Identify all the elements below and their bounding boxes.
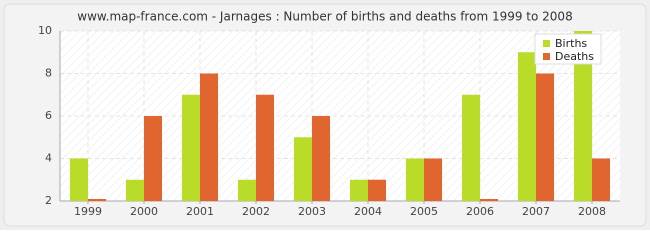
x-tick-label: 2002 [242, 205, 270, 218]
chart-title: www.map-france.com - Jarnages : Number o… [77, 10, 572, 24]
bar [238, 179, 256, 201]
legend-swatch [543, 53, 550, 60]
x-tick-label: 2006 [466, 205, 494, 218]
x-tick-label: 2007 [522, 205, 550, 218]
bar [424, 158, 442, 201]
bar [200, 73, 218, 201]
bar [406, 158, 424, 201]
bar [536, 73, 554, 201]
bar [88, 199, 106, 201]
chart: www.map-france.com - Jarnages : Number o… [0, 0, 650, 230]
y-tick-label: 4 [45, 152, 52, 165]
y-tick-label: 6 [45, 109, 52, 122]
bar [144, 116, 162, 201]
legend-swatch [543, 40, 550, 47]
bar [294, 137, 312, 201]
y-tick-label: 8 [45, 67, 52, 80]
legend-label: Deaths [555, 50, 594, 63]
y-tick-label: 2 [45, 194, 52, 207]
bar [312, 116, 330, 201]
x-tick-label: 2001 [186, 205, 214, 218]
x-tick-label: 2005 [410, 205, 438, 218]
bar [256, 94, 274, 201]
bar [350, 179, 368, 201]
x-tick-label: 2000 [130, 205, 158, 218]
bar [368, 179, 386, 201]
bar [182, 94, 200, 201]
bar [462, 94, 480, 201]
bar [574, 31, 592, 201]
x-tick-label: 1999 [74, 205, 102, 218]
bar [480, 199, 498, 201]
bar [126, 179, 144, 201]
x-tick-label: 2004 [354, 205, 382, 218]
y-tick-label: 10 [38, 24, 52, 37]
bar [592, 158, 610, 201]
x-tick-label: 2008 [578, 205, 606, 218]
bar [518, 52, 536, 201]
bar [70, 158, 88, 201]
legend-label: Births [555, 37, 587, 50]
x-tick-label: 2003 [298, 205, 326, 218]
